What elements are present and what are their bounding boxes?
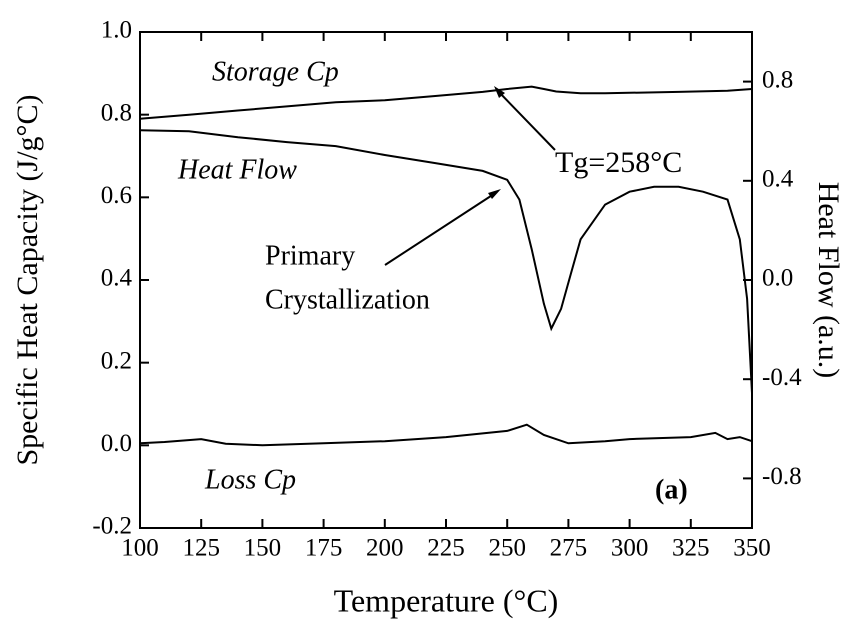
series-label: Storage Cp [212, 56, 339, 87]
annotation: (a) [655, 474, 688, 505]
series-line [139, 85, 753, 120]
series-label: Heat Flow [177, 154, 297, 185]
x-tick-label: 300 [611, 535, 649, 562]
y-tick-label: 0.0 [101, 430, 132, 457]
x-tick-label: 175 [305, 535, 343, 562]
y-axis-label: Specific Heat Capacity (J/g°C) [11, 94, 44, 465]
arrowhead [488, 189, 501, 199]
y-tick-label: 0.6 [101, 182, 132, 209]
y2-tick-label: -0.4 [762, 364, 802, 391]
x-tick-label: 350 [733, 535, 771, 562]
series-line [139, 129, 753, 394]
arrowhead [494, 86, 505, 98]
x-tick-label: 100 [121, 535, 159, 562]
plot-frame [139, 31, 753, 529]
y-tick-label: -0.2 [92, 513, 132, 540]
y2-tick-label: 0.8 [762, 66, 793, 93]
x-tick-label: 250 [488, 535, 526, 562]
x-tick-label: 325 [672, 535, 710, 562]
y2-axis-label: Heat Flow (a.u.) [812, 182, 845, 379]
x-tick-label: 150 [244, 535, 282, 562]
series-label: Loss Cp [204, 464, 296, 495]
x-tick-label: 200 [366, 535, 404, 562]
arrow [384, 191, 498, 266]
y2-tick-label: 0.4 [762, 166, 794, 193]
x-tick-label: 275 [550, 535, 588, 562]
series-line [139, 423, 753, 447]
annotation: Crystallization [265, 284, 430, 315]
y2-tick-label: -0.8 [762, 463, 802, 490]
x-tick-label: 225 [427, 535, 465, 562]
y2-tick-label: 0.0 [762, 265, 793, 292]
y-tick-label: 0.2 [101, 347, 132, 374]
x-axis-label: Temperature (°C) [334, 582, 559, 618]
arrow [496, 89, 556, 151]
y-tick-label: 0.8 [101, 99, 132, 126]
annotation: Tg=258°C [555, 146, 682, 179]
annotation: Primary [265, 240, 355, 271]
x-tick-label: 125 [182, 535, 220, 562]
y-tick-label: 0.4 [101, 265, 133, 292]
y-tick-label: 1.0 [101, 17, 132, 44]
